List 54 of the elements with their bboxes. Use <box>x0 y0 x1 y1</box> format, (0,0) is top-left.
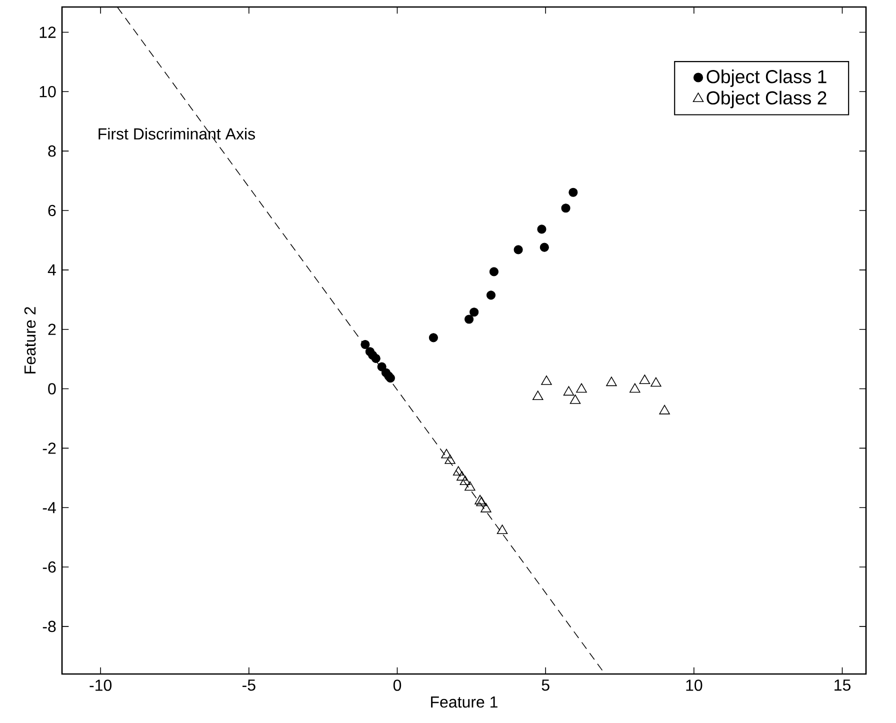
point <box>486 290 496 300</box>
point <box>360 340 370 350</box>
point <box>540 242 549 252</box>
x-tick-label: 5 <box>542 680 550 691</box>
y-tick-label: 0 <box>48 383 56 394</box>
point <box>464 481 476 491</box>
y-tick-label: 8 <box>48 145 56 157</box>
x-tick-label: 10 <box>686 680 702 691</box>
y-tick-label: -4 <box>42 502 56 514</box>
y-axis-title: Feature 2 <box>24 307 36 374</box>
point <box>537 224 546 234</box>
point <box>441 448 452 458</box>
x-axis-title: Feature 1 <box>431 696 498 708</box>
y-tick-label: -6 <box>42 561 56 573</box>
point <box>576 383 587 393</box>
point <box>650 377 662 387</box>
point <box>563 386 574 396</box>
point <box>377 362 386 372</box>
point <box>371 354 380 363</box>
point <box>606 376 617 386</box>
point <box>456 471 468 481</box>
y-tick-label: 12 <box>40 26 56 38</box>
point <box>464 314 474 324</box>
point <box>386 374 395 383</box>
point <box>568 188 578 197</box>
point <box>496 524 508 534</box>
point <box>541 376 552 385</box>
y-tick-label: 2 <box>48 324 56 335</box>
point <box>460 476 471 486</box>
y-tick-label: 4 <box>48 264 56 276</box>
y-tick-label: -8 <box>42 620 56 632</box>
point <box>570 394 581 404</box>
x-tick-label: 15 <box>834 680 850 691</box>
point <box>514 245 523 254</box>
point <box>453 466 464 476</box>
point <box>630 383 640 393</box>
x-tick-label: 0 <box>393 680 402 691</box>
point <box>428 333 438 342</box>
legend-label: Object Class 1 <box>706 70 826 87</box>
y-tick-label: 10 <box>40 86 56 98</box>
point <box>639 374 650 384</box>
y-tick-label: 6 <box>48 204 56 216</box>
x-tick-label: -10 <box>90 680 112 691</box>
x-tick-label: -5 <box>242 680 256 691</box>
point <box>532 390 544 400</box>
point <box>659 404 670 414</box>
annotation: First Discriminant Axis <box>98 128 255 140</box>
legend-label: Object Class 2 <box>706 90 826 108</box>
point <box>470 308 479 317</box>
point <box>489 267 499 276</box>
point <box>561 204 570 213</box>
y-tick-label: -2 <box>42 442 56 454</box>
point <box>444 454 456 464</box>
point <box>480 502 492 512</box>
